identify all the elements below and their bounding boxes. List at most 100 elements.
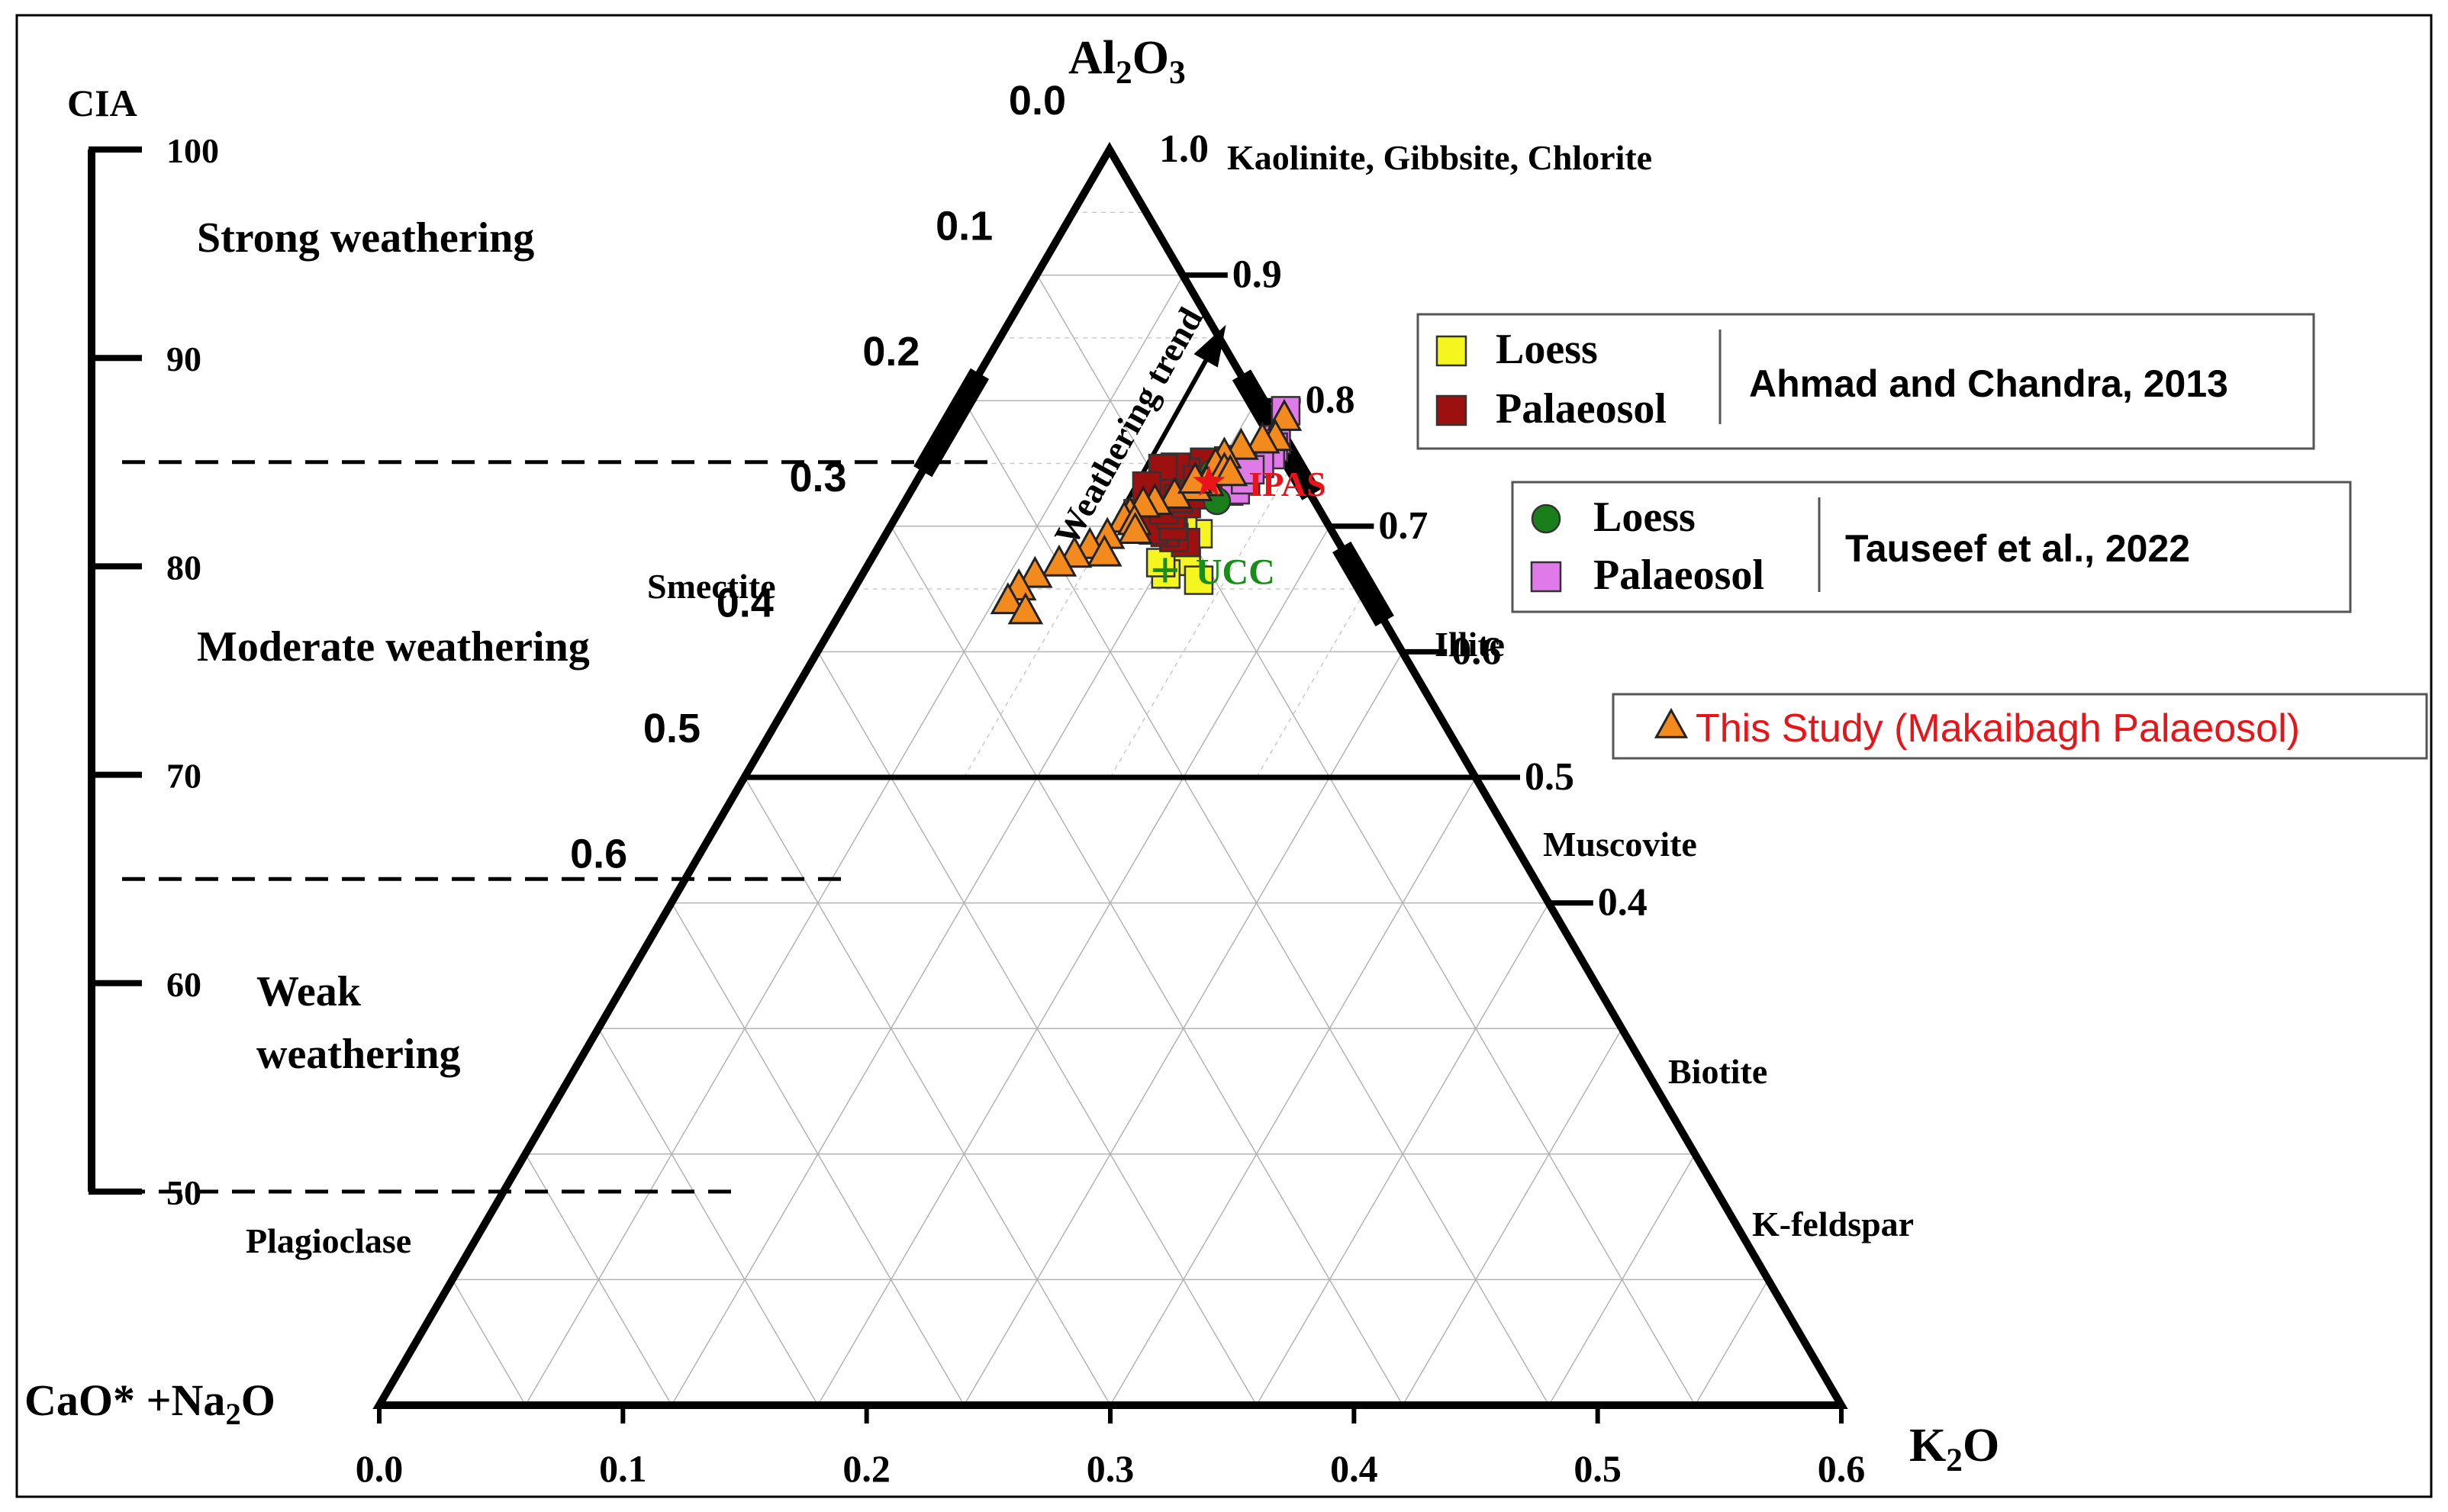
cia-title: CIA (67, 82, 137, 124)
left-tick-label: 0.1 (936, 204, 993, 249)
cia-zone-label: weathering (256, 1031, 461, 1078)
mineral-label: Smectite (647, 567, 776, 606)
grid-line-k2o (1548, 1153, 1696, 1406)
mineral-label: K-feldspar (1752, 1205, 1914, 1243)
grid-line-k2o (1402, 1028, 1623, 1406)
data-point (1223, 427, 1259, 460)
bottom-tick-label: 0.0 (356, 1447, 404, 1490)
data-point (1007, 592, 1044, 625)
legend-marker (1435, 335, 1467, 367)
legend-box-ahmad (1416, 313, 2315, 450)
muscovite-range-bar (1332, 541, 1394, 627)
cia-tick-label: 100 (166, 131, 219, 170)
cia-tick-label: 70 (166, 757, 201, 796)
cia-zone-label: Strong weathering (197, 214, 534, 262)
grid-line-cao-na2o (524, 1153, 672, 1406)
legend-item-label: This Study (Makaibagh Palaeosol) (1696, 706, 2300, 751)
data-point (1041, 544, 1077, 577)
apex-label-al2o3: Al2O3 (1068, 32, 1186, 91)
left-tick-mark (873, 525, 894, 555)
legend-box-this-study (1612, 693, 2428, 760)
grid-line-cao-na2o (452, 1279, 527, 1406)
legend-item-label: Loess (1496, 326, 1598, 373)
mineral-label: Muscovite (1543, 825, 1697, 864)
right-tick-label: 0.7 (1378, 504, 1428, 548)
cia-zone-label: Weak (256, 968, 362, 1015)
apex-text: CaO* +Na (24, 1375, 225, 1425)
legend-box-tauseef (1511, 481, 2352, 613)
left-tick-mark (800, 650, 820, 680)
legend-item-label: Palaeosol (1496, 385, 1667, 433)
cia-tick-label: 80 (166, 548, 201, 587)
bottom-tick-label: 0.1 (599, 1447, 647, 1490)
grid-line-cao-na2o (671, 902, 965, 1406)
minor-grid-line (1110, 463, 1294, 778)
right-tick-label: 0.4 (1598, 881, 1648, 925)
data-point (1017, 555, 1053, 588)
legend-item-label: Palaeosol (1593, 552, 1764, 599)
right-tick-label: 1.0 (1159, 127, 1209, 171)
apex-subscript: 3 (1169, 54, 1186, 91)
left-tick-mark (1019, 273, 1040, 303)
grid-line-k2o (817, 526, 1331, 1406)
bottom-tick-label: 0.2 (842, 1447, 891, 1490)
grid-line-k2o (1694, 1279, 1769, 1406)
cia-tick-label: 60 (166, 965, 201, 1004)
data-point (1117, 511, 1153, 545)
apex-text: O (241, 1375, 275, 1425)
legend-source: Tauseef et al., 2022 (1845, 527, 2190, 570)
legend-marker (1654, 707, 1689, 738)
apex-subscript: 2 (1946, 1442, 1963, 1478)
legend-item-label: Loess (1593, 494, 1696, 541)
data-point (1184, 565, 1214, 595)
cia-tick-label: 50 (166, 1173, 201, 1212)
legend-marker (1435, 394, 1467, 426)
grid-line-k2o (1255, 902, 1550, 1406)
mineral-label: Plagioclase (246, 1221, 411, 1260)
grid-line-k2o (524, 275, 1184, 1406)
ucc-label: UCC (1196, 552, 1275, 592)
mineral-label: Biotite (1668, 1052, 1767, 1091)
cia-tick-label: 90 (166, 339, 201, 378)
data-points: UCC IPAS (990, 396, 1326, 625)
data-point (1245, 421, 1280, 454)
grid-line-cao-na2o (890, 526, 1403, 1406)
trend-arrow-head (1193, 324, 1226, 368)
apex-text: K (1909, 1420, 1946, 1472)
legend-source: Ahmad and Chandra, 2013 (1749, 362, 2228, 405)
left-tick-mark (726, 776, 748, 806)
left-tick-mark (946, 399, 967, 429)
left-tick-label: 0.0 (1009, 78, 1066, 124)
grid-line-k2o (1110, 777, 1477, 1406)
bottom-tick-label: 0.6 (1818, 1447, 1866, 1490)
apex-subscript: 2 (225, 1397, 240, 1431)
bottom-tick-label: 0.3 (1087, 1447, 1135, 1490)
ipas-label: IPAS (1248, 465, 1325, 503)
legend-marker (1531, 503, 1561, 534)
apex-text: O (1963, 1420, 1999, 1472)
right-tick-label: 0.9 (1232, 253, 1282, 297)
left-tick-label: 0.5 (643, 706, 701, 751)
grid-line-cao-na2o (744, 777, 1111, 1406)
apex-text: Al (1068, 32, 1116, 84)
right-tick-label: 0.6 (1451, 629, 1501, 673)
triangle-frame (88, 142, 1848, 1424)
data-point (1145, 548, 1176, 577)
bottom-tick-label: 0.4 (1330, 1447, 1378, 1490)
mineral-label: Kaolinite, Gibbsite, Chlorite (1227, 138, 1652, 177)
mineral-label: Illite (1435, 625, 1505, 664)
left-tick-label: 0.2 (862, 329, 920, 375)
left-tick-label: 0.3 (790, 455, 847, 500)
cia-zone-label: Moderate weathering (197, 623, 590, 671)
apex-label-k2o: K2O (1909, 1420, 1999, 1478)
data-point (990, 582, 1026, 615)
left-tick-mark (654, 901, 675, 931)
apex-label-cao-na2o: CaO* +Na2O (24, 1375, 275, 1431)
data-point (1087, 534, 1123, 567)
right-tick-label: 0.5 (1525, 755, 1574, 799)
left-tick-label: 0.6 (570, 832, 627, 877)
legend-marker (1530, 561, 1562, 593)
left-tick-label: 0.4 (717, 580, 774, 626)
legend: Loess Palaeosol Ahmad and Chandra, 2013 Loe… (1416, 313, 2428, 760)
